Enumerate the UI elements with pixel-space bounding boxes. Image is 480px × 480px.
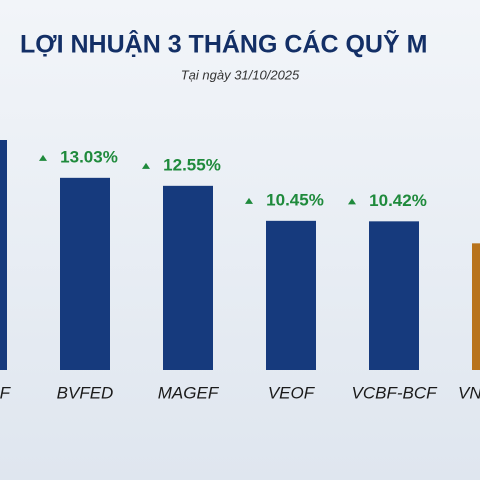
x-tick-label: VN: [458, 383, 480, 402]
up-arrow: [245, 197, 253, 204]
value-label: 12.55%: [163, 155, 221, 174]
up-arrow: [348, 198, 356, 205]
x-tick-label: VEOF: [268, 383, 316, 402]
x-tick-label: BVFED: [57, 383, 114, 402]
x-tick-label: MAGEF: [158, 383, 220, 402]
bar: [60, 177, 110, 370]
bar: [472, 243, 480, 370]
bar: [0, 140, 7, 370]
value-label: 10.42%: [369, 191, 427, 210]
x-tick-label: VCBF-BCF: [352, 383, 439, 402]
value-label: 13.03%: [60, 147, 118, 166]
up-arrow: [39, 154, 47, 161]
chart-subtitle: Tại ngày 31/10/2025: [181, 67, 300, 82]
up-arrow: [142, 162, 150, 169]
bar: [163, 185, 213, 370]
bar: [266, 220, 316, 370]
x-tick-label: F: [0, 383, 12, 402]
bar: [369, 221, 419, 370]
value-label: 10.45%: [266, 190, 324, 209]
chart-title: LỢI NHUẬN 3 THÁNG CÁC QUỸ M: [20, 29, 427, 59]
